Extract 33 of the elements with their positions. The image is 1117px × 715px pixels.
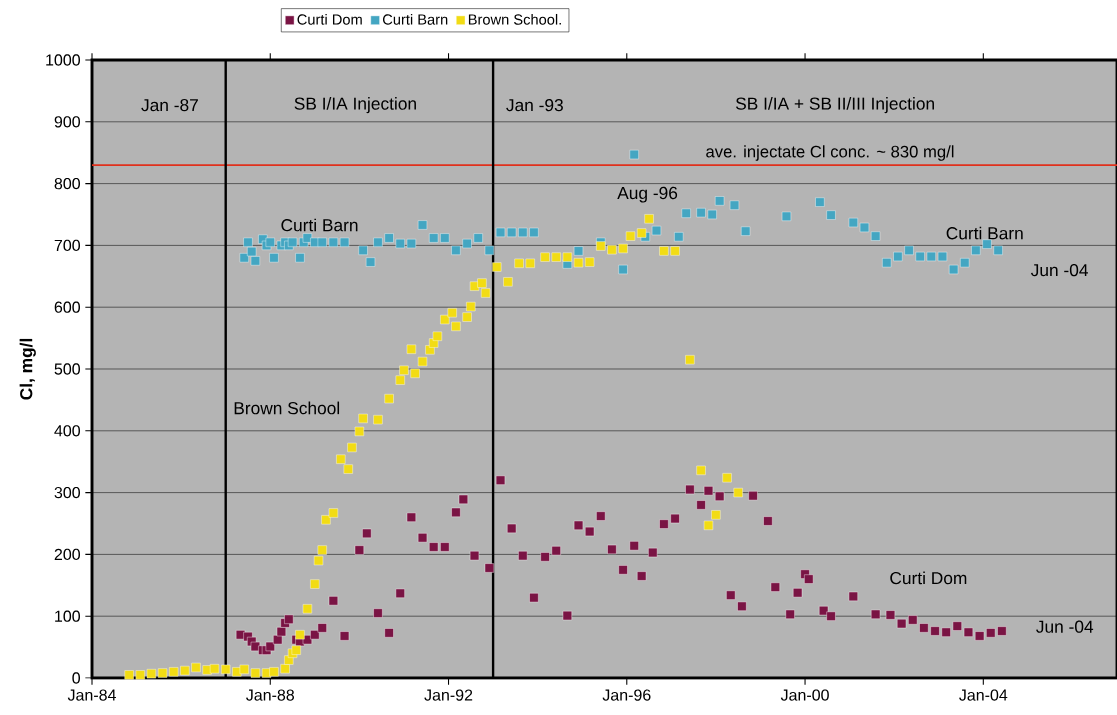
annotation: Jun -04 — [1030, 263, 1088, 277]
y-tick-label: 400 — [54, 425, 81, 437]
x-tick-label: Jan-04 — [959, 689, 1008, 701]
x-tick-label: Jan-92 — [424, 689, 473, 701]
annotation: Jan -93 — [506, 98, 563, 112]
x-tick-label: Jan-96 — [602, 689, 651, 701]
y-tick-label: 0 — [72, 672, 81, 684]
legend-label: Curti Barn — [382, 13, 448, 25]
y-axis-title: Cl, mg/l — [19, 338, 36, 400]
y-tick-label: 600 — [54, 301, 81, 313]
legend-label: Curti Dom — [297, 13, 362, 25]
y-tick-label: 1000 — [46, 54, 80, 66]
y-tick-label: 200 — [54, 548, 81, 561]
annotation: SB I/IA Injection — [294, 97, 416, 114]
annotation: Curti Barn — [946, 226, 1023, 240]
x-tick-label: Jan-88 — [246, 689, 295, 701]
annotation: Curti Dom — [890, 571, 967, 585]
y-tick-label: 500 — [54, 363, 81, 375]
legend-label: Brown School. — [468, 13, 561, 25]
x-tick-label: Jan-00 — [780, 689, 829, 701]
y-tick-label: 300 — [54, 486, 81, 499]
y-tick-label: 900 — [54, 116, 81, 128]
annotation: Aug -96 — [617, 186, 678, 203]
y-tick-label: 100 — [55, 610, 81, 622]
annotation: Jun -04 — [1036, 620, 1094, 633]
y-tick-label: 800 — [54, 177, 81, 190]
annotation: Brown School — [234, 401, 340, 415]
y-tick-label: 700 — [54, 239, 81, 252]
x-tick-label: Jan-84 — [67, 689, 116, 701]
annotation: Curti Barn — [281, 218, 358, 232]
annotation: Jan -87 — [141, 98, 198, 112]
annotation: SB I/IA + SB II/III Injection — [735, 97, 934, 114]
ref-line-label: ave. injectate Cl conc. ~ 830 mg/l — [706, 145, 954, 161]
